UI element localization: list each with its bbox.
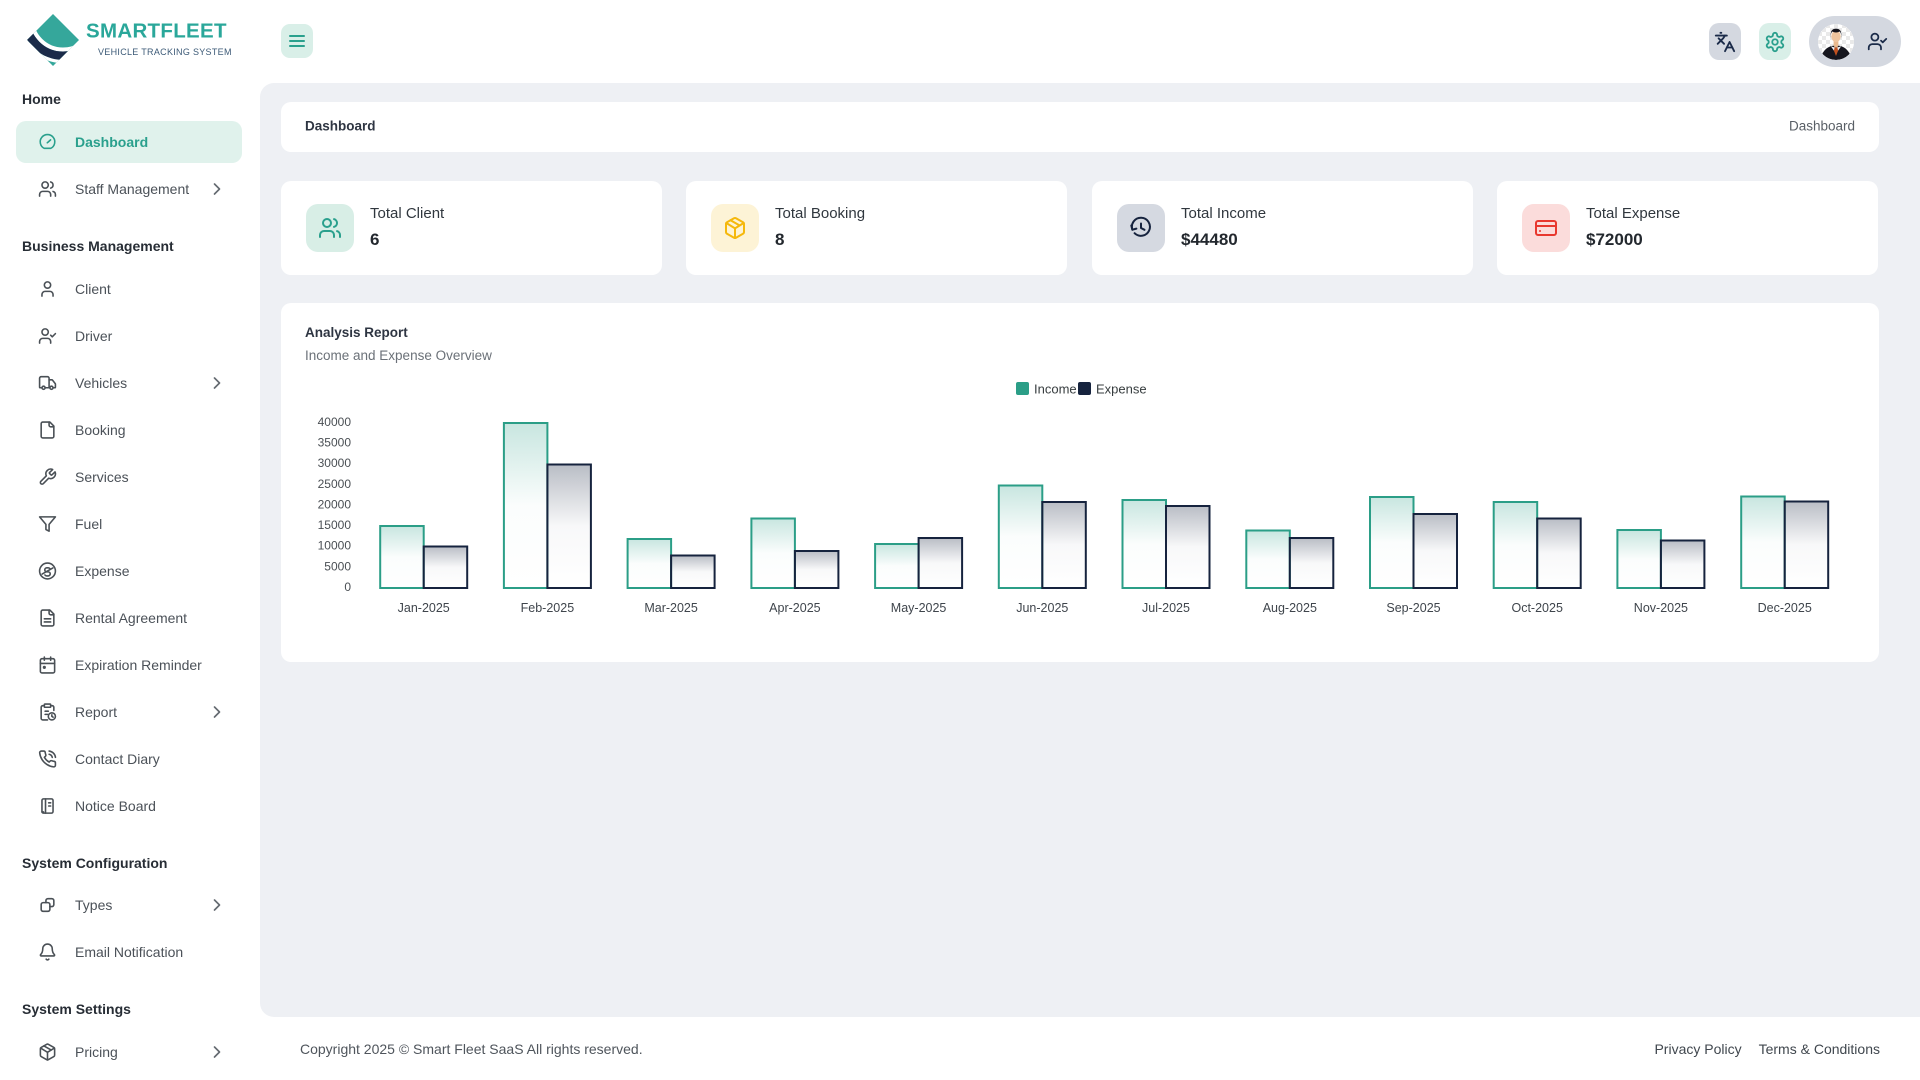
svg-text:0: 0 <box>344 580 351 594</box>
svg-text:Nov-2025: Nov-2025 <box>1634 601 1688 615</box>
svg-text:Dec-2025: Dec-2025 <box>1758 601 1812 615</box>
svg-text:VEHICLE TRACKING SYSTEM: VEHICLE TRACKING SYSTEM <box>98 47 232 57</box>
svg-text:25000: 25000 <box>318 477 352 491</box>
svg-text:Mar-2025: Mar-2025 <box>644 601 698 615</box>
svg-text:20000: 20000 <box>318 497 352 511</box>
svg-text:35000: 35000 <box>318 436 352 450</box>
svg-text:Apr-2025: Apr-2025 <box>769 601 820 615</box>
svg-text:30000: 30000 <box>318 456 352 470</box>
svg-text:Aug-2025: Aug-2025 <box>1263 601 1317 615</box>
svg-text:Jun-2025: Jun-2025 <box>1016 601 1068 615</box>
svg-text:Sep-2025: Sep-2025 <box>1386 601 1440 615</box>
svg-text:SMARTFLEET: SMARTFLEET <box>86 20 227 43</box>
svg-text:Income: Income <box>1034 382 1077 397</box>
svg-text:5000: 5000 <box>324 559 351 573</box>
svg-text:Expense: Expense <box>1096 382 1147 397</box>
svg-text:10000: 10000 <box>318 539 352 553</box>
svg-text:Jul-2025: Jul-2025 <box>1142 601 1190 615</box>
svg-text:Jan-2025: Jan-2025 <box>398 601 450 615</box>
svg-text:Feb-2025: Feb-2025 <box>521 601 575 615</box>
svg-text:Oct-2025: Oct-2025 <box>1511 601 1562 615</box>
svg-text:15000: 15000 <box>318 518 352 532</box>
svg-text:40000: 40000 <box>318 415 352 429</box>
svg-text:May-2025: May-2025 <box>891 601 947 615</box>
